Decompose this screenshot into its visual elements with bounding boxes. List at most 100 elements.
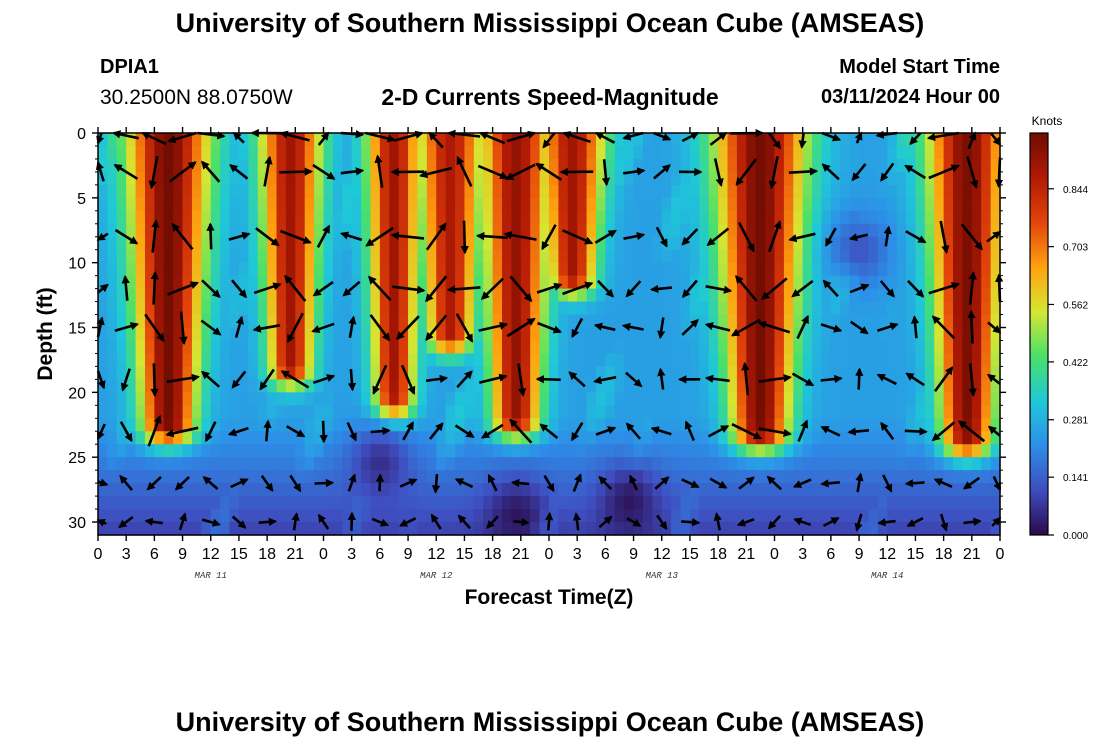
heatmap-cell	[135, 249, 146, 264]
heatmap-cell	[511, 171, 522, 186]
heatmap-cell	[868, 392, 879, 406]
heatmap-cell	[736, 145, 747, 160]
heatmap-cell	[173, 444, 184, 458]
heatmap-cell	[727, 522, 738, 536]
heatmap-cell	[295, 210, 306, 225]
heatmap-cell	[567, 184, 578, 199]
heatmap-cell	[953, 197, 964, 212]
heatmap-cell	[614, 496, 625, 510]
heatmap-cell	[511, 379, 522, 393]
heatmap-cell	[830, 275, 841, 290]
heatmap-cell	[248, 171, 259, 186]
heatmap-cell	[342, 223, 353, 238]
heatmap-cell	[633, 353, 644, 368]
heatmap-cell	[163, 314, 174, 329]
heatmap-cell	[116, 301, 127, 316]
heatmap-cell	[502, 158, 513, 173]
heatmap-cell	[332, 171, 343, 186]
heatmap-cell	[793, 145, 804, 160]
heatmap-cell	[464, 470, 475, 484]
heatmap-cell	[332, 392, 343, 406]
heatmap-cell	[577, 327, 588, 342]
heatmap-cell	[248, 483, 259, 497]
heatmap-cell	[295, 327, 306, 342]
current-vector	[598, 475, 613, 491]
heatmap-cell	[614, 522, 625, 536]
heatmap-cell	[708, 197, 719, 212]
heatmap-cell	[295, 340, 306, 355]
day-label: MAR 12	[420, 571, 453, 581]
heatmap-cell	[417, 405, 428, 419]
current-vector	[280, 370, 310, 389]
heatmap-cell	[624, 184, 635, 199]
heatmap-cell	[408, 405, 419, 419]
heatmap-cell	[455, 522, 466, 536]
heatmap-cell	[173, 171, 184, 186]
heatmap-cell	[577, 275, 588, 290]
current-vector	[314, 478, 335, 488]
heatmap-cell	[304, 314, 315, 329]
heatmap-cell	[774, 223, 785, 238]
current-vector	[933, 478, 953, 488]
heatmap-cell	[549, 301, 559, 316]
heatmap-cell	[699, 496, 710, 510]
heatmap-cell	[267, 275, 278, 290]
heatmap-cell	[492, 262, 503, 277]
heatmap-cell	[210, 522, 221, 536]
heatmap-cell	[389, 275, 400, 290]
heatmap-cell	[436, 431, 447, 445]
heatmap-cell	[342, 366, 353, 380]
heatmap-cell	[849, 223, 860, 238]
heatmap-cell	[859, 444, 870, 458]
heatmap-cell	[445, 171, 456, 186]
heatmap-cell	[812, 197, 823, 212]
heatmap-cell	[652, 158, 663, 173]
heatmap-cell	[483, 405, 494, 419]
heatmap-cell	[173, 236, 184, 251]
heatmap-cell	[154, 210, 165, 225]
heatmap-cell	[558, 457, 569, 471]
heatmap-cell	[577, 340, 588, 355]
heatmap-cell	[379, 236, 390, 251]
heatmap-cell	[906, 444, 917, 458]
heatmap-cell	[201, 353, 212, 368]
heatmap-cell	[530, 223, 541, 238]
heatmap-cell	[220, 236, 231, 251]
heatmap-cell	[182, 522, 193, 536]
current-vector	[454, 424, 475, 439]
heatmap-cell	[220, 184, 231, 199]
current-vector	[119, 474, 133, 491]
heatmap-cell	[953, 418, 964, 432]
heatmap-cell	[671, 275, 682, 290]
heatmap-cell	[661, 483, 672, 497]
current-vector	[456, 155, 473, 187]
heatmap-cell	[558, 288, 569, 303]
heatmap-cell	[464, 171, 475, 186]
heatmap-cell	[736, 262, 747, 277]
heatmap-cell	[539, 288, 550, 303]
heatmap-cell	[295, 145, 306, 160]
heatmap-cell	[455, 133, 466, 147]
heatmap-cell	[802, 457, 813, 471]
heatmap-cell	[370, 288, 381, 303]
heatmap-cell	[718, 301, 729, 316]
heatmap-cell	[483, 457, 494, 471]
heatmap-cell	[943, 392, 954, 406]
heatmap-cell	[924, 509, 935, 523]
heatmap-cell	[144, 509, 155, 523]
heatmap-cell	[220, 405, 231, 419]
current-vector	[906, 517, 924, 527]
heatmap-cell	[971, 210, 982, 225]
heatmap-cell	[661, 431, 672, 445]
heatmap-cell	[285, 431, 296, 445]
heatmap-cell	[746, 133, 757, 147]
heatmap-cell	[107, 184, 118, 199]
heatmap-cell	[877, 496, 888, 510]
heatmap-cell	[614, 301, 625, 316]
heatmap-cell	[361, 262, 372, 277]
heatmap-cell	[502, 392, 513, 406]
current-vector	[879, 280, 895, 298]
x-tick-label: 15	[230, 546, 248, 563]
heatmap-cell	[877, 392, 888, 406]
heatmap-cell	[680, 171, 691, 186]
